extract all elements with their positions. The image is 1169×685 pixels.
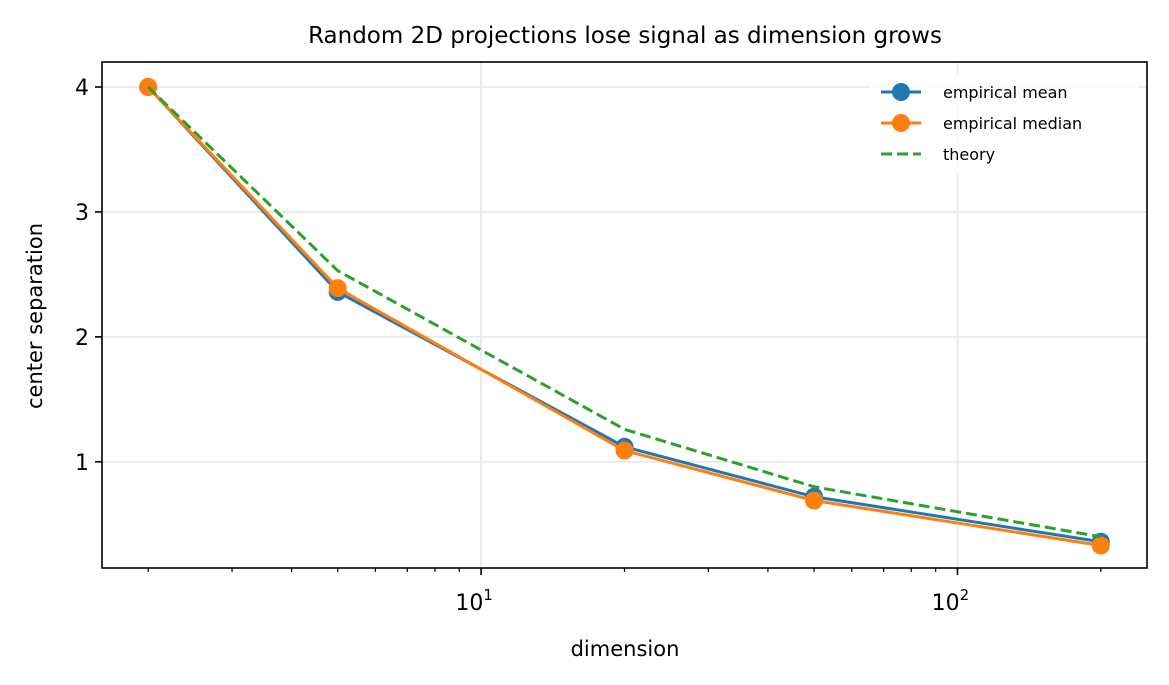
x-tick-base: 10 — [932, 591, 960, 616]
data-point — [805, 491, 824, 510]
legend-label: theory — [943, 145, 995, 164]
series-empirical-median — [139, 77, 1110, 555]
data-point — [1091, 536, 1110, 555]
x-tick-base: 10 — [455, 591, 483, 616]
x-tick-label: 102 — [932, 586, 970, 616]
plot-frame — [101, 61, 1148, 569]
series-line — [147, 85, 1102, 539]
legend-label: empirical mean — [943, 83, 1068, 102]
y-tick-label: 3 — [75, 201, 89, 226]
legend-swatch-marker — [892, 83, 910, 101]
x-tick-exponent: 1 — [483, 586, 493, 604]
legend-item: empirical mean — [881, 83, 1068, 102]
legend-item: theory — [881, 145, 995, 164]
x-tick-label: 101 — [455, 586, 493, 616]
y-tick-label: 2 — [75, 326, 89, 351]
legend-frame — [870, 74, 1138, 174]
y-tick-label: 4 — [75, 76, 89, 101]
y-tick-label: 1 — [75, 451, 89, 476]
x-axis-label: dimension — [571, 637, 680, 661]
chart-title: Random 2D projections lose signal as dim… — [308, 23, 942, 49]
data-point — [615, 441, 634, 460]
legend-swatch-marker — [892, 114, 910, 132]
legend-item: empirical median — [881, 114, 1082, 133]
legend: empirical mean empirical median theory — [870, 74, 1138, 174]
series-theory — [147, 85, 1102, 539]
legend-label: empirical median — [943, 114, 1082, 133]
x-tick-exponent: 2 — [960, 586, 970, 604]
y-axis-label: center separation — [23, 223, 47, 409]
series-group — [139, 77, 1110, 555]
data-point — [328, 279, 347, 298]
